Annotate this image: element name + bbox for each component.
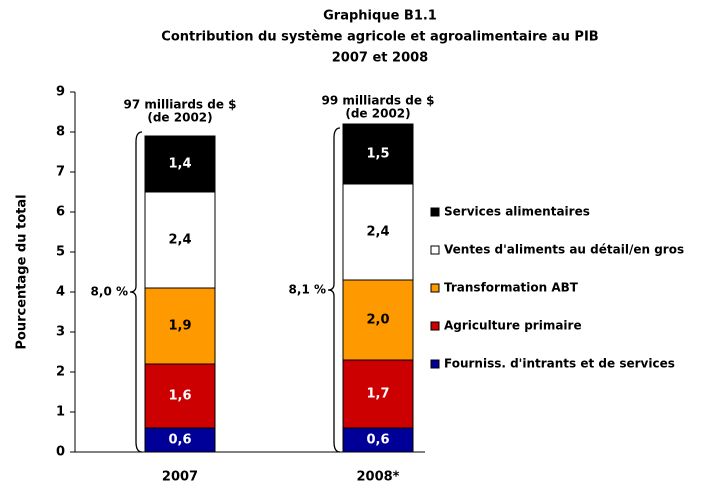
y-tick-label: 5 (56, 245, 65, 260)
legend-label: Ventes d'aliments au détail/en gros (444, 243, 684, 257)
y-tick-label: 0 (56, 445, 65, 460)
chart-title: 2007 et 2008 (332, 51, 428, 66)
x-tick-label: 2007 (162, 470, 198, 485)
total-brace (327, 127, 341, 453)
bar-segment (342, 123, 414, 185)
value-label: 0,6 (168, 433, 191, 448)
annotation: (de 2002) (345, 107, 410, 121)
x-tick-label: 2008* (357, 470, 400, 485)
total-brace (129, 131, 143, 453)
legend-swatch (430, 207, 440, 217)
legend-swatch (430, 245, 440, 255)
y-tick-label: 3 (56, 325, 65, 340)
legend-swatch (430, 359, 440, 369)
value-label: 0,6 (366, 433, 389, 448)
bar-segment (144, 135, 216, 193)
legend-label: Agriculture primaire (444, 319, 582, 333)
value-label: 1,4 (168, 157, 191, 172)
value-label: 1,7 (366, 387, 389, 402)
y-tick-label: 8 (56, 125, 65, 140)
legend-label: Transformation ABT (444, 281, 579, 295)
total-label: 8,0 % (91, 285, 128, 299)
y-tick-label: 7 (56, 165, 65, 180)
annotation: 99 milliards de $ (321, 94, 434, 108)
chart-title: Graphique B1.1 (323, 9, 437, 24)
chart-title: Contribution du système agricole et agro… (161, 30, 598, 45)
bar-segment (342, 427, 414, 453)
bar-segment (342, 279, 414, 361)
y-tick-label: 6 (56, 205, 65, 220)
y-tick-label: 1 (56, 405, 65, 420)
bar-segment (342, 359, 414, 429)
legend-swatch (430, 321, 440, 331)
value-label: 2,4 (168, 233, 191, 248)
y-axis-label: Pourcentage du total (15, 194, 30, 349)
value-label: 1,9 (168, 319, 191, 334)
total-label: 8,1 % (289, 283, 326, 297)
legend-label: Services alimentaires (444, 205, 590, 219)
legend-swatch (430, 283, 440, 293)
legend-label: Fourniss. d'intrants et de services (444, 357, 675, 371)
y-tick-label: 2 (56, 365, 65, 380)
value-label: 2,4 (366, 225, 389, 240)
annotation: (de 2002) (147, 111, 212, 125)
annotation: 97 milliards de $ (123, 98, 236, 112)
value-label: 1,6 (168, 389, 191, 404)
y-tick-label: 4 (56, 285, 65, 300)
bar-segment (144, 427, 216, 453)
y-tick-label: 9 (56, 85, 65, 100)
value-label: 1,5 (366, 147, 389, 162)
value-label: 2,0 (366, 313, 389, 328)
